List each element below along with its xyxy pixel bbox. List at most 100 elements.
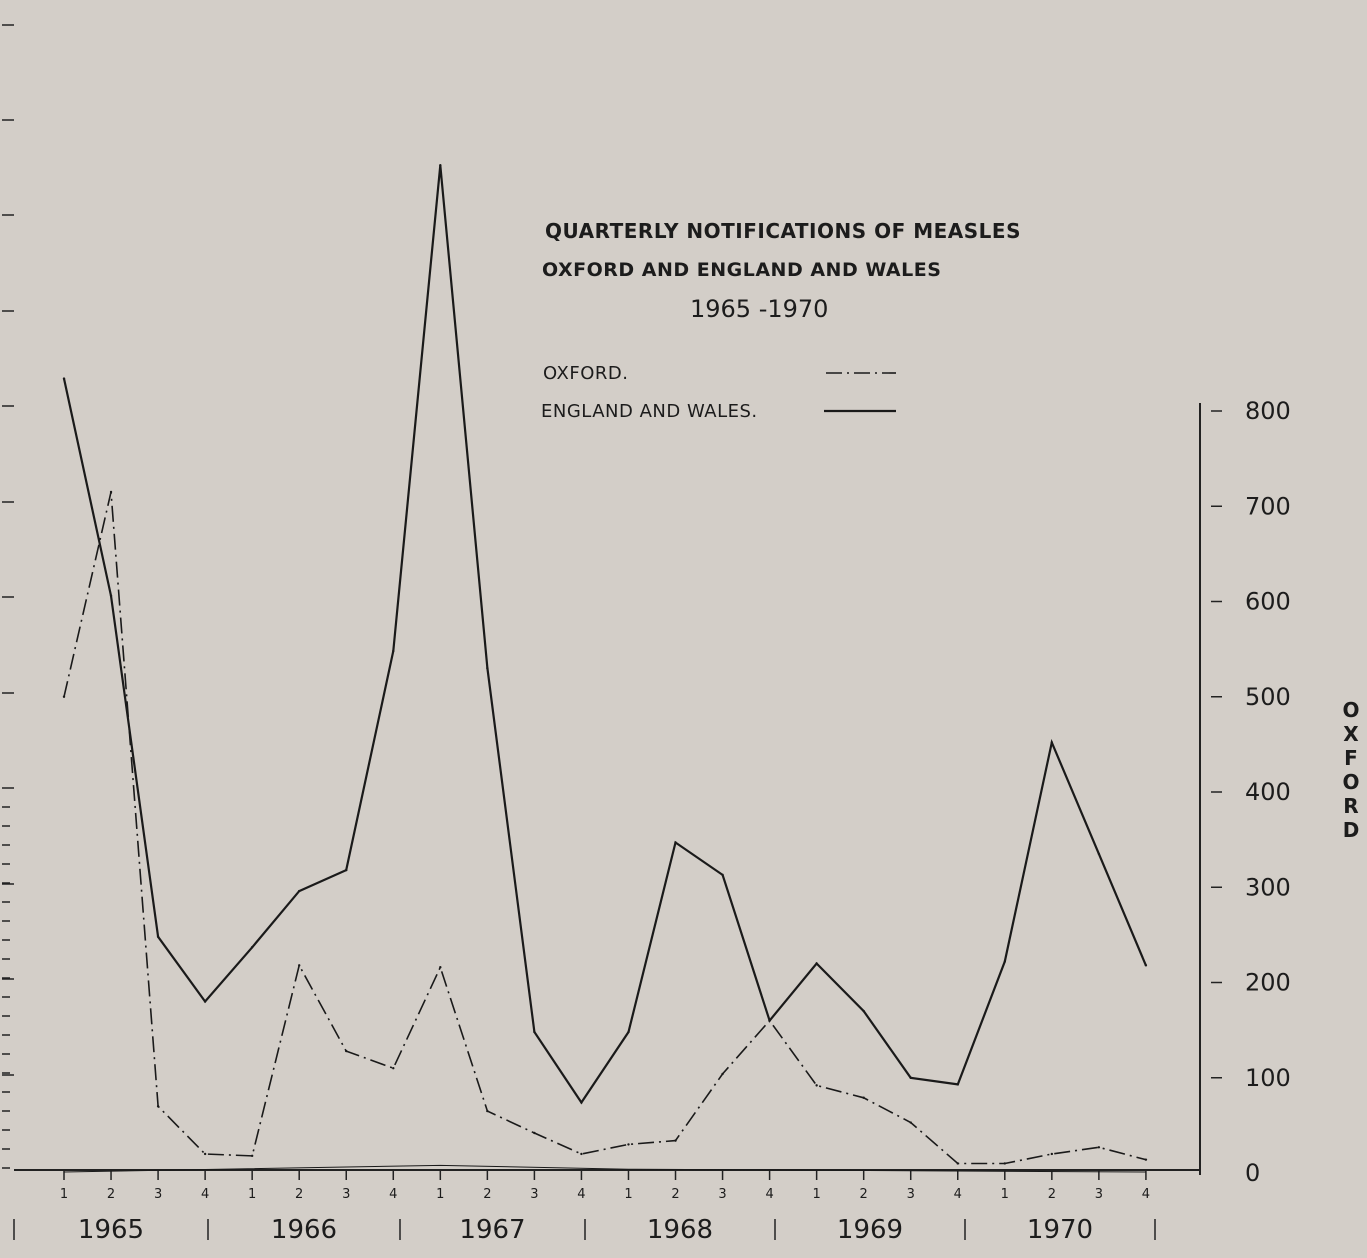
- baseline-trace: [63, 1164, 1146, 1173]
- data-point-oxford: [533, 1131, 536, 1135]
- chart-period: 1965 -1970: [690, 295, 828, 323]
- x-tick-label: 1: [812, 1187, 820, 1202]
- data-point-oxford: [109, 490, 113, 494]
- x-tick-label: 1: [248, 1187, 256, 1202]
- series-line-england-wales: [62, 165, 1147, 1105]
- data-point-england-wales: [1003, 960, 1006, 963]
- right-y-tick-label: 0: [1245, 1159, 1260, 1187]
- data-point-oxford: [156, 1105, 160, 1108]
- x-tick-label: 3: [1095, 1187, 1103, 1202]
- right-y-label-letter: R: [1343, 794, 1358, 818]
- right-y-label-letter: D: [1343, 818, 1360, 842]
- x-tick-label: 2: [671, 1187, 679, 1202]
- data-point-england-wales: [109, 594, 113, 597]
- x-tick-label: 2: [1048, 1187, 1056, 1202]
- data-point-oxford: [1050, 1152, 1054, 1156]
- chart-title: QUARTERLY NOTIFICATIONS OF MEASLES: [545, 219, 1021, 243]
- data-point-england-wales: [956, 1083, 959, 1086]
- right-y-axis-label: OXFORD: [1342, 698, 1359, 842]
- x-tick-label: 1: [436, 1187, 444, 1202]
- data-point-oxford: [298, 964, 301, 967]
- x-tick-label: 3: [907, 1187, 915, 1202]
- data-point-england-wales: [721, 873, 724, 877]
- data-point-oxford: [862, 1096, 865, 1099]
- data-point-england-wales: [627, 1030, 630, 1034]
- data-point-england-wales: [439, 164, 442, 167]
- x-tick-label: 3: [342, 1187, 350, 1202]
- right-y-tick-label: 600: [1245, 588, 1291, 616]
- data-point-oxford: [62, 695, 66, 698]
- legend-label-england-wales: ENGLAND AND WALES.: [541, 401, 758, 422]
- right-y-label-letter: X: [1343, 722, 1359, 746]
- data-point-england-wales: [674, 841, 677, 844]
- data-point-england-wales: [486, 666, 489, 670]
- right-y-label-letter: O: [1342, 770, 1359, 794]
- year-label: 1970: [1027, 1215, 1093, 1245]
- legend: OXFORD. ENGLAND AND WALES.: [541, 363, 896, 422]
- data-point-oxford: [815, 1084, 818, 1087]
- x-tick-label: 3: [530, 1187, 538, 1202]
- data-point-oxford: [1003, 1162, 1006, 1165]
- x-tick-label: 4: [201, 1187, 209, 1202]
- data-point-england-wales: [1050, 741, 1054, 744]
- data-point-england-wales: [768, 1019, 771, 1022]
- data-point-oxford: [1097, 1146, 1101, 1149]
- x-tick-label: 2: [860, 1187, 868, 1202]
- x-tick-label: 2: [107, 1187, 115, 1202]
- data-point-england-wales: [62, 377, 66, 380]
- data-point-oxford: [956, 1162, 959, 1165]
- x-tick-label: 4: [954, 1187, 962, 1202]
- right-y-tick-label: 100: [1245, 1064, 1291, 1092]
- x-tick-label: 2: [483, 1187, 491, 1202]
- data-point-england-wales: [203, 1000, 207, 1003]
- x-tick-label: 1: [1001, 1187, 1009, 1202]
- legend-label-oxford: OXFORD.: [543, 363, 628, 384]
- data-point-oxford: [439, 966, 442, 969]
- right-y-tick-label: 200: [1245, 969, 1291, 997]
- right-y-label-letter: O: [1342, 698, 1359, 722]
- data-point-oxford: [627, 1143, 630, 1146]
- right-y-tick-label: 400: [1245, 778, 1291, 806]
- x-tick-label: 2: [295, 1187, 303, 1202]
- data-point-england-wales: [533, 1030, 536, 1034]
- year-label: 1967: [459, 1215, 525, 1245]
- data-point-oxford: [721, 1072, 724, 1076]
- series-group: [62, 164, 1148, 1173]
- data-point-england-wales: [909, 1076, 912, 1079]
- data-point-england-wales: [345, 868, 348, 872]
- year-labels: 1965 1966 1967 1968 1969 1970: [13, 1215, 1156, 1245]
- data-point-oxford: [345, 1049, 348, 1053]
- data-point-oxford: [1144, 1158, 1148, 1161]
- data-point-england-wales: [392, 649, 395, 653]
- data-point-oxford: [486, 1109, 489, 1113]
- data-point-oxford: [909, 1121, 912, 1124]
- x-tick-label: 4: [1142, 1187, 1150, 1202]
- x-tick-label: 3: [718, 1187, 726, 1202]
- data-point-oxford: [392, 1067, 395, 1070]
- x-tick-label: 4: [389, 1187, 397, 1202]
- chart-subtitle: OXFORD AND ENGLAND AND WALES: [542, 259, 941, 281]
- data-point-england-wales: [298, 889, 301, 893]
- right-y-tick-label: 800: [1245, 397, 1291, 425]
- data-point-england-wales: [250, 946, 254, 949]
- x-tick-label: 4: [765, 1187, 773, 1202]
- year-label: 1969: [837, 1215, 903, 1245]
- data-point-england-wales: [580, 1101, 583, 1104]
- data-point-oxford: [250, 1154, 254, 1158]
- data-point-oxford: [580, 1152, 583, 1156]
- year-label: 1966: [271, 1215, 337, 1245]
- year-label: 1965: [78, 1215, 144, 1245]
- data-point-england-wales: [862, 1009, 865, 1013]
- data-point-oxford: [674, 1139, 677, 1142]
- data-point-england-wales: [815, 962, 818, 965]
- right-y-label-letter: F: [1344, 746, 1358, 770]
- right-y-tick-label: 300: [1245, 873, 1291, 901]
- x-tick-label: 4: [577, 1187, 585, 1202]
- x-tick-label: 1: [60, 1187, 68, 1202]
- data-point-oxford: [203, 1152, 207, 1156]
- x-tick-label: 3: [154, 1187, 162, 1202]
- series-line-oxford: [63, 491, 1147, 1165]
- year-label: 1968: [647, 1215, 713, 1245]
- x-axis-ticks: 1 2 3 4 1 2 3 4 1 2 3 4 1 2 3 4 1 2 3 4 1 2 3 4: [60, 1170, 1150, 1202]
